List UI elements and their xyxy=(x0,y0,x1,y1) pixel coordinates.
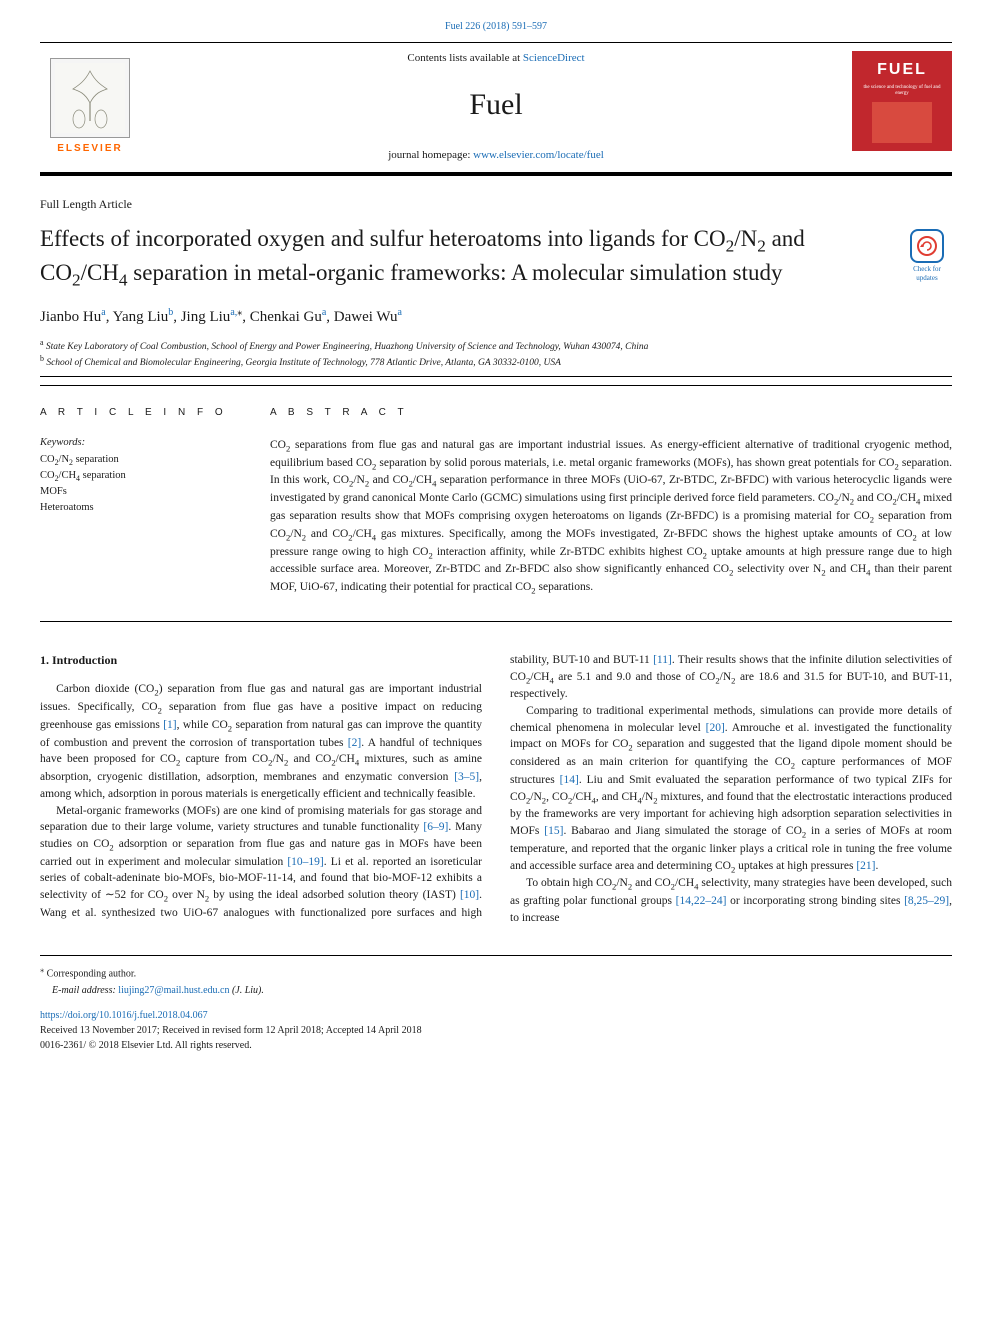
body-text: 1. Introduction Carbon dioxide (CO2) sep… xyxy=(40,652,952,927)
paragraph: Carbon dioxide (CO2) separation from flu… xyxy=(40,681,482,802)
paragraph: Comparing to traditional experimental me… xyxy=(510,703,952,875)
abstract-text: CO2 separations from flue gas and natura… xyxy=(270,437,952,597)
sciencedirect-link[interactable]: ScienceDirect xyxy=(523,52,585,64)
running-head: Fuel 226 (2018) 591–597 xyxy=(40,20,952,34)
affiliations: a State Key Laboratory of Coal Combustio… xyxy=(40,338,952,370)
abstract: A B S T R A C T CO2 separations from flu… xyxy=(270,406,952,597)
keywords-list: CO2/N2 separation CO2/CH4 separation MOF… xyxy=(40,453,240,516)
contents-line: Contents lists available at ScienceDirec… xyxy=(407,51,584,66)
article-info: A R T I C L E I N F O Keywords: CO2/N2 s… xyxy=(40,406,240,597)
keyword: CO2/N2 separation xyxy=(40,453,240,468)
cover-title: FUEL xyxy=(877,59,927,81)
publisher-logo: ELSEVIER xyxy=(40,51,140,172)
journal-name: Fuel xyxy=(469,84,522,126)
elsevier-tree-icon xyxy=(50,58,130,138)
email-link[interactable]: liujing27@mail.hust.edu.cn xyxy=(118,985,229,996)
email-line: E-mail address: liujing27@mail.hust.edu.… xyxy=(52,983,952,998)
doi-link[interactable]: https://doi.org/10.1016/j.fuel.2018.04.0… xyxy=(40,1010,208,1021)
article-type: Full Length Article xyxy=(40,196,952,213)
check-updates-badge[interactable]: Check for updates xyxy=(902,229,952,285)
homepage-prefix: journal homepage: xyxy=(388,149,473,161)
keywords-label: Keywords: xyxy=(40,436,240,451)
keyword: Heteroatoms xyxy=(40,501,240,516)
paragraph: To obtain high CO2/N2 and CO2/CH4 select… xyxy=(510,875,952,926)
keyword: MOFs xyxy=(40,485,240,500)
history-line: Received 13 November 2017; Received in r… xyxy=(40,1023,952,1038)
citation-link[interactable]: Fuel 226 (2018) 591–597 xyxy=(445,21,547,32)
check-updates-label: Check for updates xyxy=(902,265,952,285)
author-list: Jianbo Hua, Yang Liub, Jing Liua,⁎, Chen… xyxy=(40,306,952,328)
contents-prefix: Contents lists available at xyxy=(407,52,522,64)
info-heading: A R T I C L E I N F O xyxy=(40,406,240,420)
cover-subtitle: the science and technology of fuel and e… xyxy=(860,85,944,96)
email-label: E-mail address: xyxy=(52,985,116,996)
affiliation-b: b School of Chemical and Biomolecular En… xyxy=(40,354,952,370)
check-updates-icon xyxy=(910,229,944,263)
article-title: Effects of incorporated oxygen and sulfu… xyxy=(40,223,890,293)
publisher-wordmark: ELSEVIER xyxy=(57,142,122,156)
cover-thumbnail xyxy=(872,102,932,143)
homepage-link[interactable]: www.elsevier.com/locate/fuel xyxy=(473,149,604,161)
divider xyxy=(40,376,952,377)
journal-cover: FUEL the science and technology of fuel … xyxy=(852,51,952,151)
homepage-line: journal homepage: www.elsevier.com/locat… xyxy=(388,148,604,163)
abstract-heading: A B S T R A C T xyxy=(270,406,952,421)
page-footer: ⁎ Corresponding author. E-mail address: … xyxy=(40,955,952,1053)
info-abstract-row: A R T I C L E I N F O Keywords: CO2/N2 s… xyxy=(40,385,952,622)
corresponding-author: ⁎ Corresponding author. xyxy=(40,964,952,981)
keyword: CO2/CH4 separation xyxy=(40,469,240,484)
masthead: ELSEVIER Contents lists available at Sci… xyxy=(40,42,952,176)
doi-line: https://doi.org/10.1016/j.fuel.2018.04.0… xyxy=(40,1008,952,1023)
affiliation-a: a State Key Laboratory of Coal Combustio… xyxy=(40,338,952,354)
copyright-line: 0016-2361/ © 2018 Elsevier Ltd. All righ… xyxy=(40,1038,952,1053)
email-author: (J. Liu). xyxy=(232,985,264,996)
section-heading: 1. Introduction xyxy=(40,652,482,669)
masthead-center: Contents lists available at ScienceDirec… xyxy=(140,51,852,172)
